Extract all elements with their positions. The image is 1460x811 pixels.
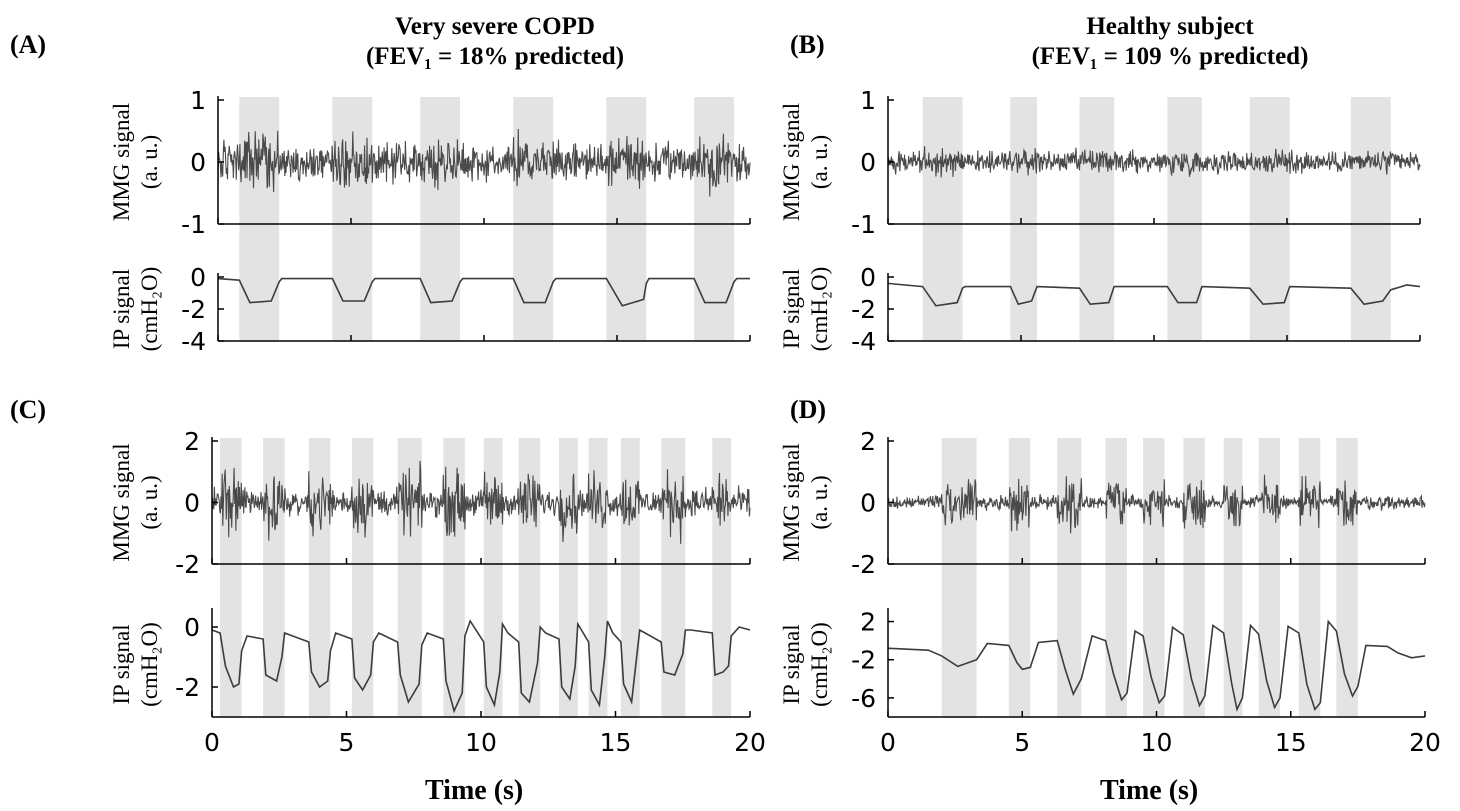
right-title-line1: Healthy subject [1086, 13, 1254, 40]
ip-trace-d [887, 619, 1426, 712]
x-tick-label-c-4: 20 [734, 728, 766, 757]
y-tick-label-ip-d-0: 2 [860, 608, 876, 637]
y-tick-label-ip-c-1: -2 [175, 673, 200, 702]
inspiration-band-d-9 [1336, 438, 1358, 717]
y-axis-label-mmg-c: MMG signal [109, 443, 134, 561]
y-tick-label-mmg-b-0: 1 [860, 86, 876, 115]
y-tick-label-ip-c-0: 0 [184, 613, 200, 642]
x-tick-label-d-3: 15 [1275, 728, 1307, 757]
x-tick-label-c-1: 5 [339, 728, 355, 757]
x-tick-label-d-0: 0 [880, 728, 896, 757]
y-tick-label-mmg-c-2: -2 [175, 550, 200, 579]
y-axis-unit-ip-b: (cmH₂O) [807, 267, 832, 352]
inspiration-band-c-5 [443, 438, 465, 717]
y-tick-label-ip-d-1: -2 [851, 646, 876, 675]
y-axis-label-mmg-a: MMG signal [109, 103, 134, 221]
y-tick-label-ip-b-0: 0 [860, 263, 876, 292]
panel-label-c: (C) [10, 395, 47, 424]
y-axis-unit-ip-a: (cmH₂O) [137, 267, 162, 352]
inspiration-band-d-4 [1143, 438, 1165, 717]
inspiration-band-a-3 [513, 97, 554, 341]
y-axis-label-ip-d: IP signal [779, 624, 804, 704]
y-tick-label-ip-b-1: -2 [851, 295, 876, 324]
inspiration-band-a-2 [420, 97, 461, 341]
y-tick-label-mmg-d-1: 0 [860, 489, 876, 518]
inspiration-band-b-0 [922, 97, 963, 341]
y-tick-label-ip-a-2: -4 [181, 327, 206, 356]
inspiration-band-d-8 [1298, 438, 1321, 717]
mmg-trace-d [887, 474, 1426, 534]
inspiration-band-c-9 [588, 438, 608, 717]
panel-label-d: (D) [790, 395, 827, 424]
inspiration-band-d-0 [941, 438, 977, 717]
ip-trace-c [211, 619, 751, 714]
x-axis-label-right: Time (s) [1100, 775, 1199, 806]
y-tick-label-ip-a-0: 0 [190, 263, 206, 292]
y-tick-label-mmg-a-1: 0 [190, 148, 206, 177]
y-axis-unit-mmg-b: (a. u.) [807, 135, 832, 189]
inspiration-band-d-3 [1105, 438, 1127, 717]
inspiration-band-c-0 [220, 438, 242, 717]
inspiration-band-b-2 [1079, 97, 1115, 341]
panel-label-a: (A) [10, 30, 47, 59]
left-title-line2: (FEV₁ = 18% predicted) [365, 43, 625, 70]
x-tick-label-c-0: 0 [204, 728, 220, 757]
inspiration-band-c-11 [661, 438, 686, 717]
ip-trace-a [217, 277, 750, 307]
y-tick-label-mmg-b-1: 0 [860, 148, 876, 177]
x-tick-label-d-2: 10 [1141, 728, 1173, 757]
inspiration-band-c-2 [308, 438, 331, 717]
x-tick-label-c-3: 15 [600, 728, 632, 757]
y-axis-label-ip-c: IP signal [109, 624, 134, 704]
inspiration-band-b-4 [1249, 97, 1290, 341]
inspiration-band-b-3 [1167, 97, 1202, 341]
y-tick-label-mmg-d-0: 2 [860, 427, 876, 456]
y-axis-unit-ip-d: (cmH₂O) [807, 622, 832, 707]
panel-label-b: (B) [790, 30, 825, 59]
mmg-trace-a [217, 128, 751, 197]
inspiration-band-d-6 [1223, 438, 1243, 717]
y-axis-label-ip-a: IP signal [109, 269, 134, 349]
y-axis-unit-mmg-d: (a. u.) [807, 475, 832, 529]
inspiration-band-a-0 [239, 97, 280, 341]
y-tick-label-mmg-b-2: -1 [851, 210, 876, 239]
inspiration-band-b-1 [1010, 97, 1037, 341]
x-tick-label-c-2: 10 [465, 728, 497, 757]
right-column-title: Healthy subject (FEV₁ = 109 % predicted) [940, 12, 1400, 72]
x-tick-label-d-1: 5 [1014, 728, 1030, 757]
y-tick-label-ip-a-1: -2 [181, 295, 206, 324]
y-tick-label-ip-b-2: -4 [851, 327, 876, 356]
y-tick-label-ip-d-2: -6 [851, 684, 876, 713]
inspiration-band-b-5 [1350, 97, 1391, 341]
x-axis-label-left: Time (s) [425, 775, 524, 806]
y-tick-label-mmg-a-0: 1 [190, 86, 206, 115]
y-tick-label-mmg-d-2: -2 [851, 550, 876, 579]
y-axis-label-mmg-b: MMG signal [779, 103, 804, 221]
y-tick-label-mmg-c-1: 0 [184, 489, 200, 518]
inspiration-band-d-5 [1183, 438, 1205, 717]
y-tick-label-mmg-c-0: 2 [184, 427, 200, 456]
y-axis-label-ip-b: IP signal [779, 269, 804, 349]
inspiration-band-d-7 [1258, 438, 1281, 717]
y-axis-unit-ip-c: (cmH₂O) [137, 622, 162, 707]
ip-trace-b [887, 282, 1421, 307]
inspiration-band-d-2 [1057, 438, 1082, 717]
mmg-trace-b [887, 146, 1421, 178]
y-axis-unit-mmg-c: (a. u.) [137, 475, 162, 529]
inspiration-band-d-1 [1008, 438, 1031, 717]
mmg-trace-c [211, 460, 751, 544]
inspiration-band-a-5 [694, 97, 735, 341]
y-axis-unit-mmg-a: (a. u.) [137, 135, 162, 189]
left-title-line1: Very severe COPD [395, 13, 595, 40]
right-title-line2: (FEV₁ = 109 % predicted) [1031, 43, 1309, 70]
y-axis-label-mmg-d: MMG signal [779, 443, 804, 561]
x-tick-label-d-4: 20 [1409, 728, 1441, 757]
y-tick-label-mmg-a-2: -1 [181, 210, 206, 239]
left-column-title: Very severe COPD (FEV₁ = 18% predicted) [285, 12, 705, 72]
